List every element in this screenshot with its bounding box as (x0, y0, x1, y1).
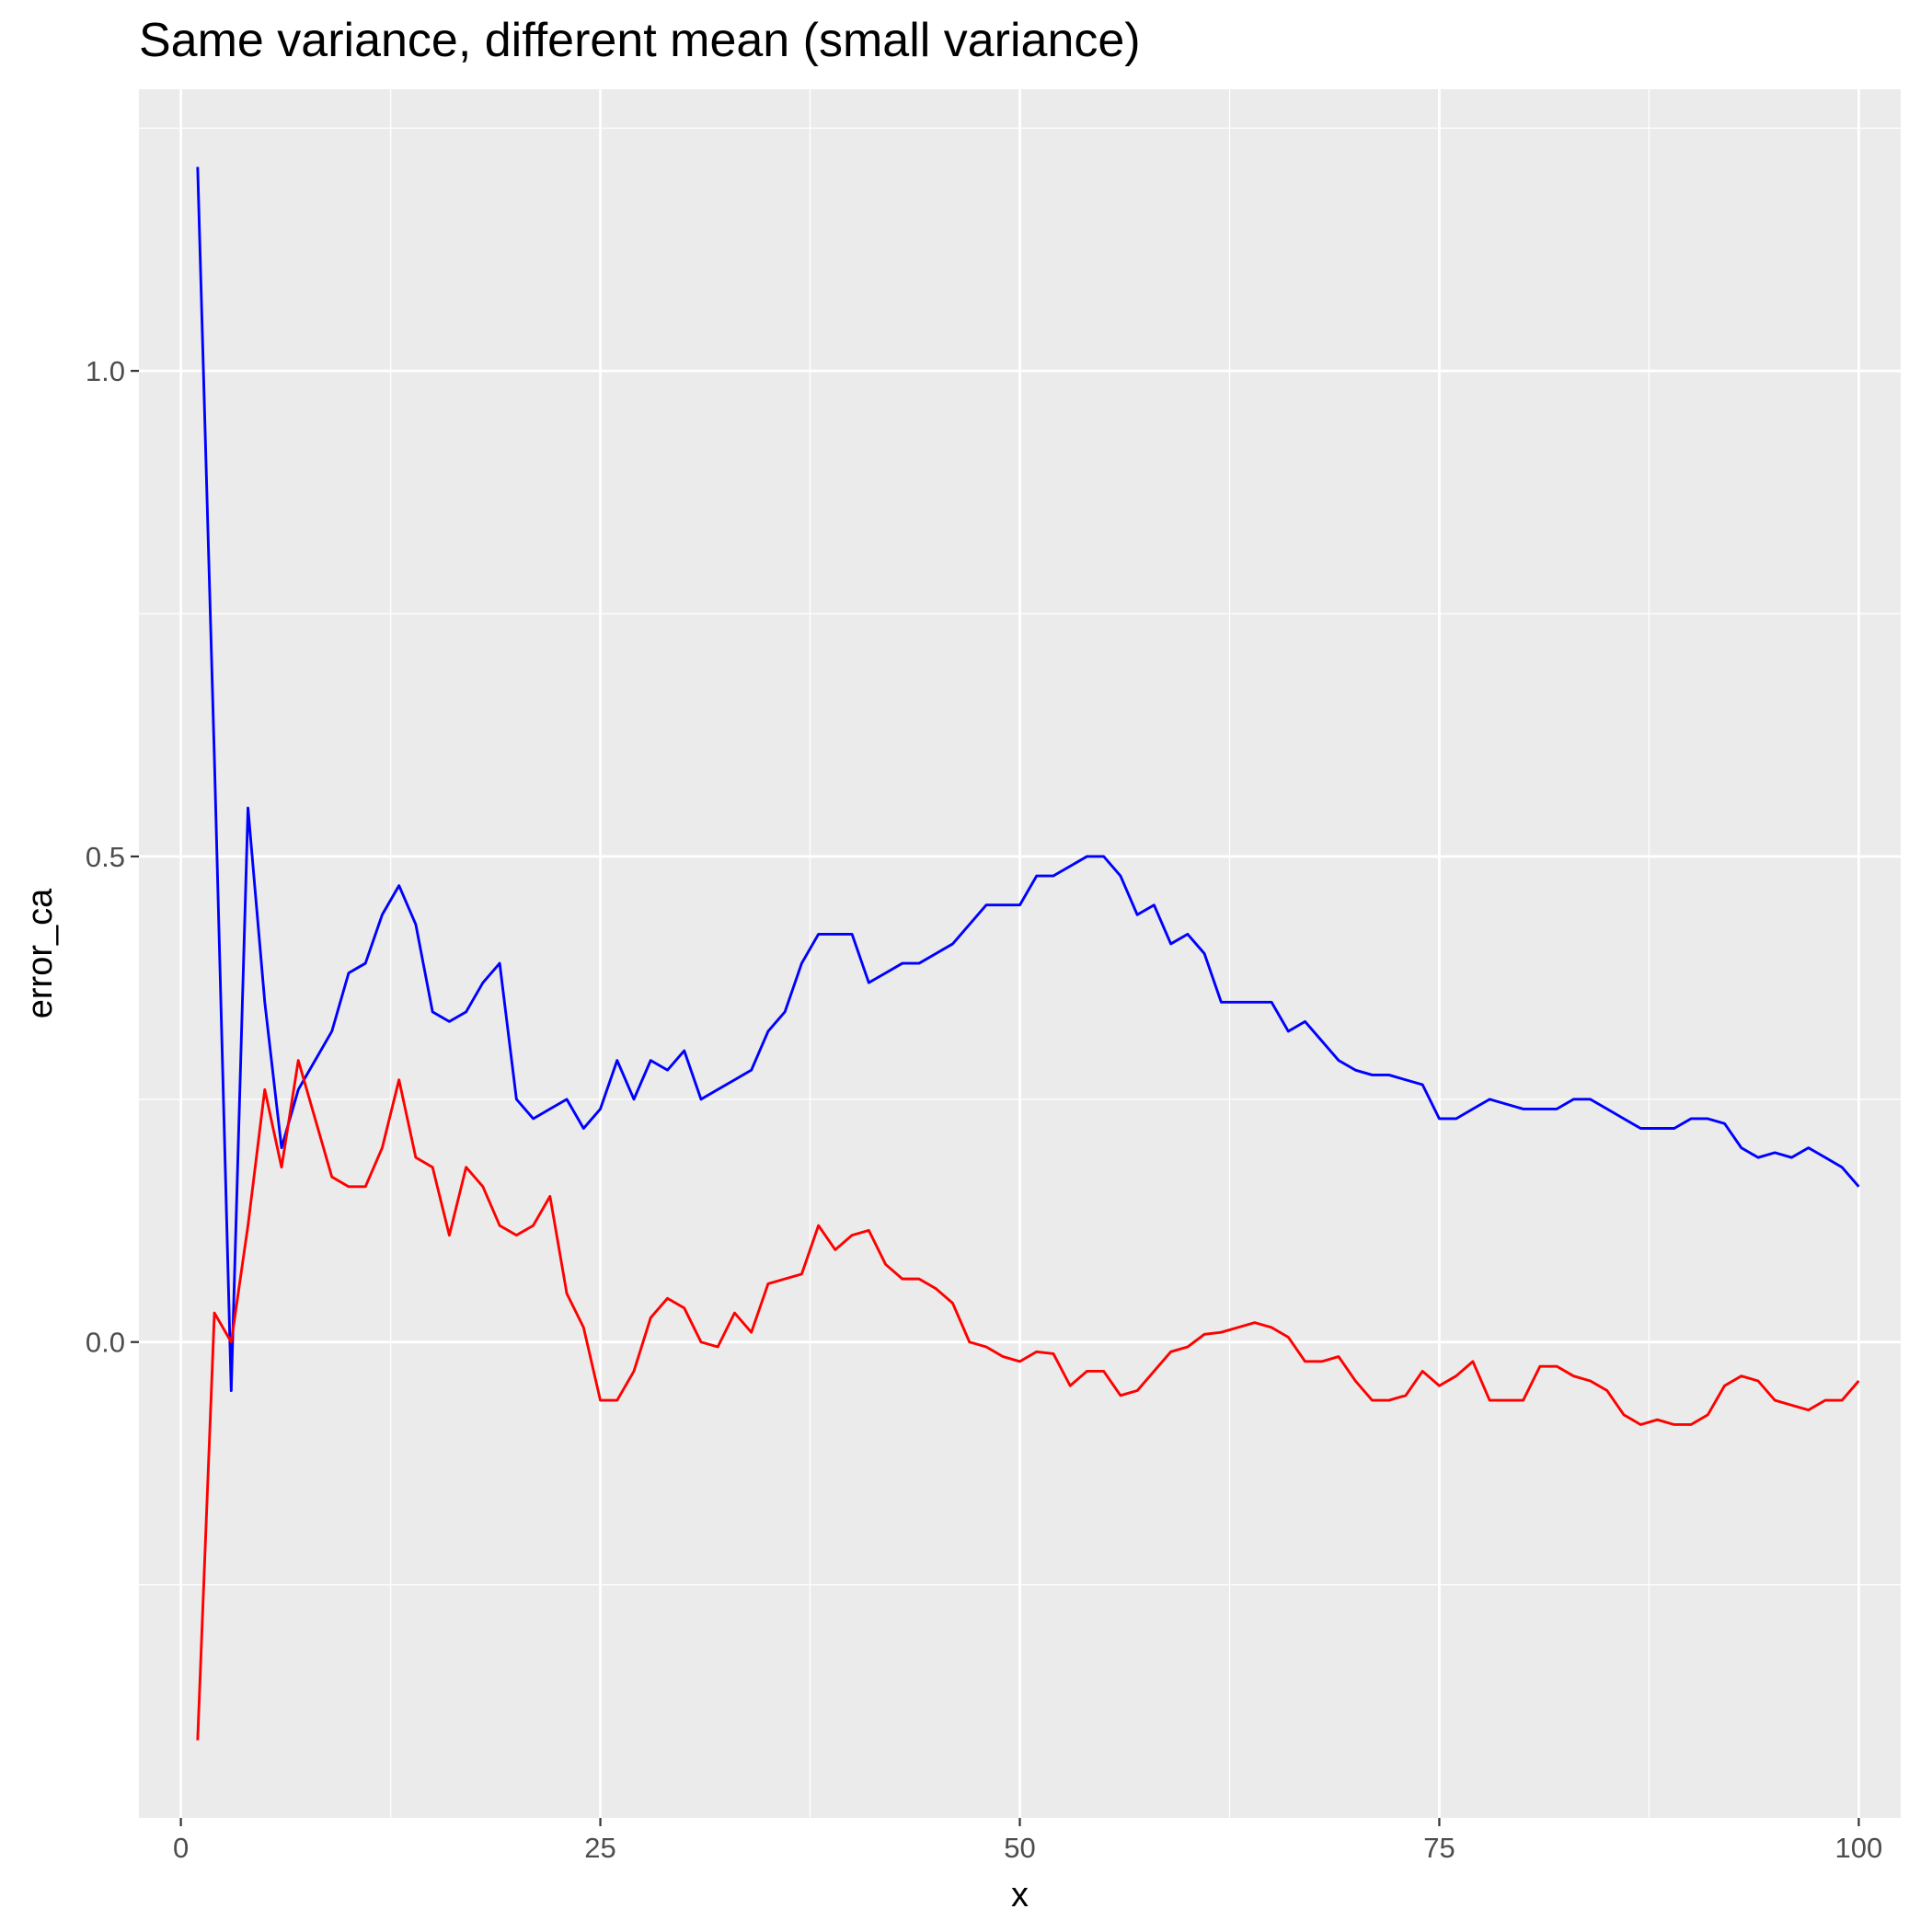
y-axis-title: error_ca (21, 888, 60, 1018)
series-line-2 (196, 1059, 1860, 1741)
x-tick-label: 25 (584, 1832, 615, 1864)
x-tick-label: 100 (1835, 1832, 1883, 1864)
gridlines (139, 89, 1901, 1818)
x-tick-label: 75 (1423, 1832, 1455, 1864)
y-tick-label: 0.0 (86, 1327, 125, 1359)
series-lines (196, 167, 1860, 1741)
x-tick-label: 50 (1004, 1832, 1035, 1864)
series-line-1 (196, 167, 1860, 1392)
x-tick-label: 0 (173, 1832, 189, 1864)
y-tick-label: 0.5 (86, 841, 125, 873)
axes: 0 25 50 75 100 0.0 0.5 1.0 (86, 355, 1882, 1864)
chart-title: Same variance, different mean (small var… (139, 14, 1141, 67)
y-tick-label: 1.0 (86, 355, 125, 387)
x-axis-title: x (1011, 1876, 1029, 1915)
